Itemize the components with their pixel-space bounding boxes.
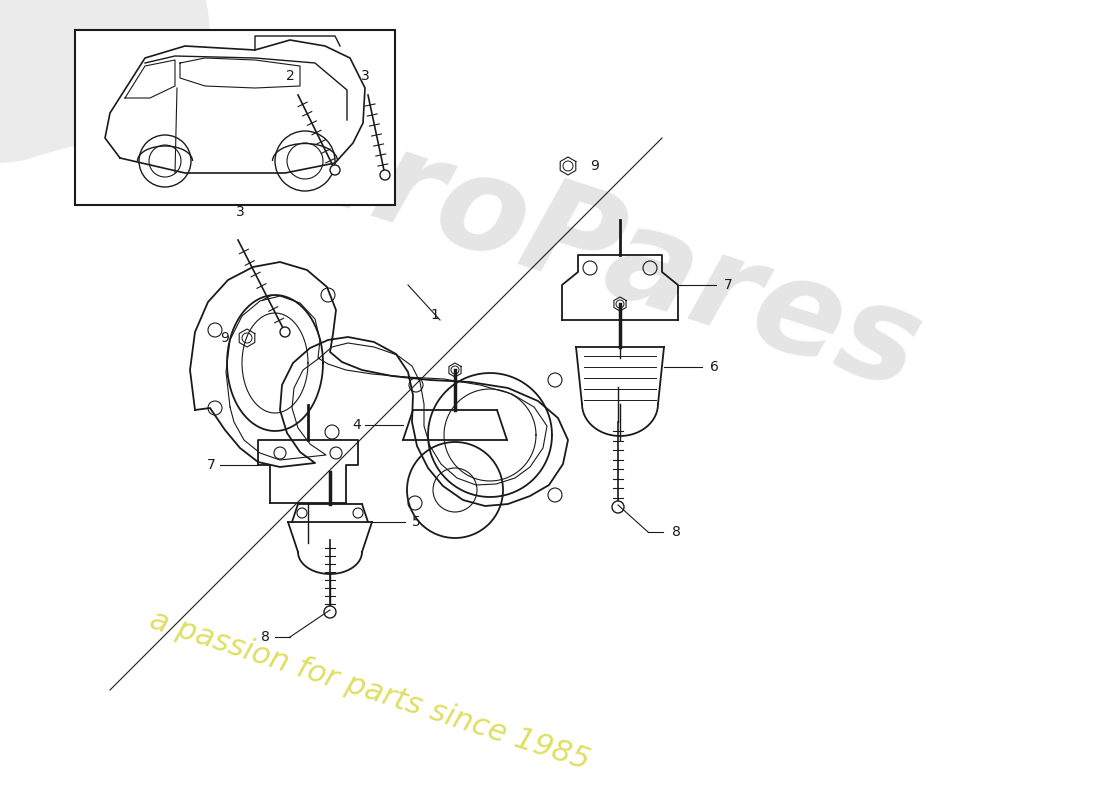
Text: 8: 8 [261, 630, 270, 644]
Circle shape [324, 606, 336, 618]
Text: 8: 8 [672, 525, 681, 539]
Circle shape [612, 501, 624, 513]
Text: euroPares: euroPares [184, 64, 936, 416]
Text: 5: 5 [412, 515, 420, 529]
Circle shape [379, 170, 390, 180]
Text: 7: 7 [724, 278, 733, 292]
Text: 9: 9 [590, 159, 598, 173]
Bar [75, 30, 395, 205]
Text: 6: 6 [710, 360, 719, 374]
Text: 2: 2 [286, 69, 295, 83]
Text: 9: 9 [221, 331, 230, 345]
Text: 4: 4 [353, 418, 362, 432]
Text: 7: 7 [207, 458, 216, 472]
Circle shape [280, 327, 290, 337]
Text: 3: 3 [235, 205, 244, 219]
Text: 3: 3 [361, 69, 370, 83]
Text: a passion for parts since 1985: a passion for parts since 1985 [146, 605, 594, 775]
Circle shape [330, 165, 340, 175]
Text: 1: 1 [430, 308, 439, 322]
